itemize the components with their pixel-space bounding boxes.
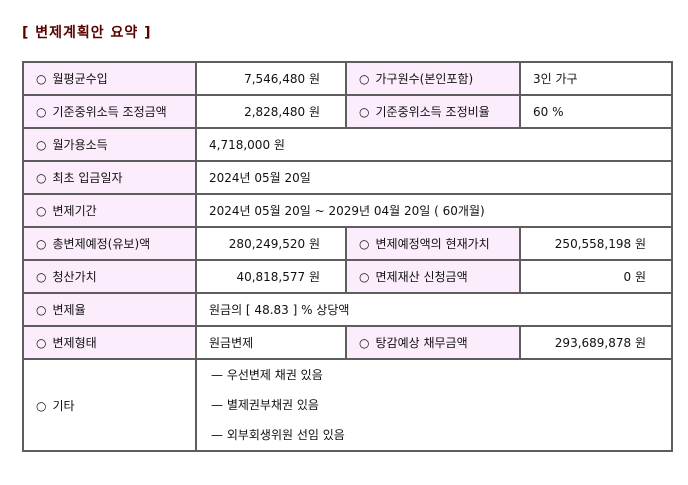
table-row: ○ 변제형태 원금변제 ○ 탕감예상 채무금액 293,689,878 원 [22,325,673,360]
label-text: 최초 입금일자 [52,171,123,185]
value-median-adj-amount: 2,828,480 원 [195,94,347,129]
value-household: 3인 가구 [519,61,673,96]
circle-bullet-icon: ○ [36,270,47,284]
label-rate: ○ 변제율 [22,292,197,327]
label-income: ○ 월평균수입 [22,61,197,96]
other-item: — 별제권부채권 있음 [211,398,319,412]
label-disposable: ○ 월가용소득 [22,127,197,162]
value-total-planned: 280,249,520 원 [195,226,347,261]
value-median-adj-ratio: 60 % [519,94,673,129]
value-liquidation: 40,818,577 원 [195,259,347,294]
label-text: 기준중위소득 조정금액 [52,105,167,119]
value-income: 7,546,480 원 [195,61,347,96]
circle-bullet-icon: ○ [36,303,47,317]
circle-bullet-icon: ○ [36,171,47,185]
table-row: ○ 월평균수입 7,546,480 원 ○ 가구원수(본인포함) 3인 가구 [22,61,673,96]
label-text: 월가용소득 [52,138,108,152]
value-period: 2024년 05월 20일 ~ 2029년 04월 20일 ( 60개월) [195,193,673,228]
circle-bullet-icon: ○ [359,336,370,350]
label-text: 가구원수(본인포함) [375,72,474,86]
circle-bullet-icon: ○ [359,270,370,284]
table-row: ○ 청산가치 40,818,577 원 ○ 면제재산 신청금액 0 원 [22,259,673,294]
circle-bullet-icon: ○ [36,138,47,152]
table-row: ○ 월가용소득 4,718,000 원 [22,127,673,162]
value-expected-debt: 293,689,878 원 [519,325,673,360]
value-type: 원금변제 [195,325,347,360]
circle-bullet-icon: ○ [36,105,47,119]
label-text: 총변제예정(유보)액 [52,237,151,251]
value-rate: 원금의 [ 48.83 ] % 상당액 [195,292,673,327]
table-row: ○ 변제율 원금의 [ 48.83 ] % 상당액 [22,292,673,327]
label-text: 면제재산 신청금액 [375,270,468,284]
value-disposable: 4,718,000 원 [195,127,673,162]
circle-bullet-icon: ○ [359,72,370,86]
value-present-value: 250,558,198 원 [519,226,673,261]
label-text: 변제율 [52,303,86,317]
label-household: ○ 가구원수(본인포함) [345,61,521,96]
label-text: 청산가치 [52,270,97,284]
value-other: — 우선변제 채권 있음 — 별제권부채권 있음 — 외부회생위원 선임 있음 [195,358,673,452]
table-row: ○ 총변제예정(유보)액 280,249,520 원 ○ 변제예정액의 현재가치 2… [22,226,673,261]
label-text: 기준중위소득 조정비율 [375,105,490,119]
label-text: 월평균수입 [52,72,108,86]
repayment-summary-table: ○ 월평균수입 7,546,480 원 ○ 가구원수(본인포함) 3인 가구 ○ 기준… [22,61,673,452]
label-text: 변제기간 [52,204,97,218]
circle-bullet-icon: ○ [36,237,47,251]
label-present-value: ○ 변제예정액의 현재가치 [345,226,521,261]
label-period: ○ 변제기간 [22,193,197,228]
table-row: ○ 기준중위소득 조정금액 2,828,480 원 ○ 기준중위소득 조정비율 60… [22,94,673,129]
value-exempt: 0 원 [519,259,673,294]
label-other: ○ 기타 [22,358,197,452]
table-row: ○ 기타 — 우선변제 채권 있음 — 별제권부채권 있음 — 외부회생위원 선임… [22,358,673,452]
page-title: [ 변제계획안 요약 ] [22,25,152,41]
circle-bullet-icon: ○ [36,204,47,218]
circle-bullet-icon: ○ [359,105,370,119]
label-type: ○ 변제형태 [22,325,197,360]
label-exempt: ○ 면제재산 신청금액 [345,259,521,294]
label-text: 변제형태 [52,336,97,350]
circle-bullet-icon: ○ [36,336,47,350]
other-item: — 외부회생위원 선임 있음 [211,428,345,442]
circle-bullet-icon: ○ [36,72,47,86]
circle-bullet-icon: ○ [359,237,370,251]
label-median-adj-ratio: ○ 기준중위소득 조정비율 [345,94,521,129]
label-text: 기타 [52,398,75,413]
label-expected-debt: ○ 탕감예상 채무금액 [345,325,521,360]
label-liquidation: ○ 청산가치 [22,259,197,294]
label-text: 탕감예상 채무금액 [375,336,468,350]
label-text: 변제예정액의 현재가치 [375,237,490,251]
label-total-planned: ○ 총변제예정(유보)액 [22,226,197,261]
other-item: — 우선변제 채권 있음 [211,368,323,382]
table-row: ○ 최초 입금일자 2024년 05월 20일 [22,160,673,195]
table-row: ○ 변제기간 2024년 05월 20일 ~ 2029년 04월 20일 ( 60… [22,193,673,228]
label-first-payment: ○ 최초 입금일자 [22,160,197,195]
circle-bullet-icon: ○ [36,398,47,413]
label-median-adj-amount: ○ 기준중위소득 조정금액 [22,94,197,129]
value-first-payment: 2024년 05월 20일 [195,160,673,195]
